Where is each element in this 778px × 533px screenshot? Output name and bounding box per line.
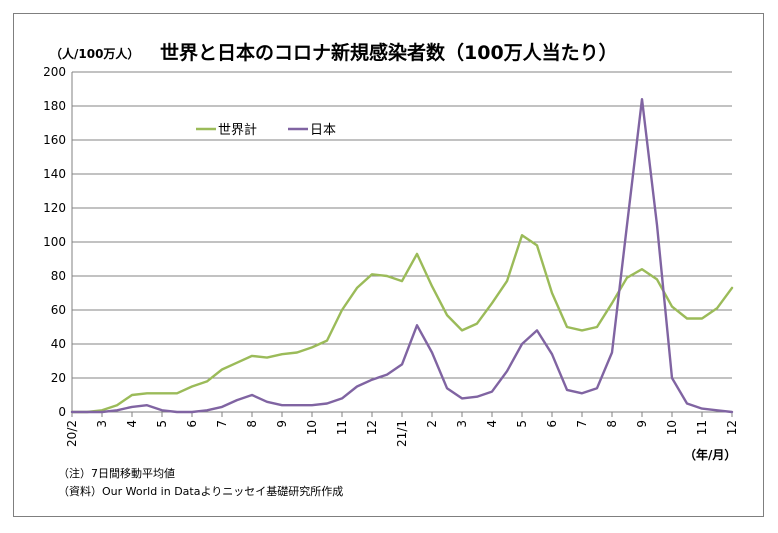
- y-tick-label: 20: [51, 371, 66, 385]
- x-axis-unit-label: （年/月）: [684, 448, 737, 462]
- y-tick-label: 40: [51, 337, 66, 351]
- x-tick-label: 4: [125, 420, 139, 428]
- series-lines: [70, 97, 734, 414]
- y-axis-unit-label: （人/100万人）: [50, 47, 140, 61]
- y-tick-label: 100: [43, 235, 66, 249]
- x-tick-label: 11: [335, 420, 349, 435]
- y-tick-label: 200: [43, 65, 66, 79]
- y-tick-label: 0: [58, 405, 66, 419]
- chart-frame: [13, 13, 764, 517]
- note-source: （資料）Our World in Dataよりニッセイ基礎研究所作成: [58, 485, 344, 498]
- y-axis-ticks: 0 20 40 60 80 100 120 140 160 180 200: [43, 65, 66, 419]
- x-tick-label: 5: [515, 420, 529, 428]
- x-tick-label: 12: [365, 420, 379, 435]
- x-tick-label: 21/1: [395, 420, 409, 447]
- legend: 世界計 日本: [196, 122, 336, 138]
- x-tick-label: 6: [185, 420, 199, 428]
- x-tick-label: 5: [155, 420, 169, 428]
- x-tick-label: 12: [725, 420, 739, 435]
- x-tick-label: 4: [485, 420, 499, 428]
- x-tick-label: 9: [635, 420, 649, 428]
- x-tick-label: 3: [95, 420, 109, 428]
- x-tick-label: 6: [545, 420, 559, 428]
- series-line-0: [70, 233, 734, 414]
- y-tick-label: 60: [51, 303, 66, 317]
- x-tick-label: 8: [245, 420, 259, 428]
- y-tick-label: 180: [43, 99, 66, 113]
- series-line-1: [70, 97, 734, 414]
- x-tick-label: 3: [455, 420, 469, 428]
- note-moving-average: （注）7日間移動平均値: [58, 467, 175, 480]
- x-tick-label: 7: [215, 420, 229, 428]
- x-tick-label: 10: [665, 420, 679, 435]
- x-tick-label: 7: [575, 420, 589, 428]
- x-tick-label: 8: [605, 420, 619, 428]
- y-tick-label: 80: [51, 269, 66, 283]
- x-axis-ticks: 20/2 3 4 5 6 7 8 9 10 11 12 21/1 2 3 4 5 6 7 8 9 10 11 12: [65, 412, 739, 447]
- y-tick-label: 160: [43, 133, 66, 147]
- y-tick-label: 140: [43, 167, 66, 181]
- chart-title: 世界と日本のコロナ新規感染者数（100万人当たり）: [160, 42, 618, 64]
- x-tick-label: 20/2: [65, 420, 79, 447]
- x-tick-label: 9: [275, 420, 289, 428]
- grid-lines: [71, 71, 732, 413]
- legend-label: 日本: [310, 123, 336, 138]
- legend-label: 世界計: [218, 122, 257, 138]
- y-tick-label: 120: [43, 201, 66, 215]
- x-tick-label: 11: [695, 420, 709, 435]
- x-tick-label: 2: [425, 420, 439, 428]
- x-tick-label: 10: [305, 420, 319, 435]
